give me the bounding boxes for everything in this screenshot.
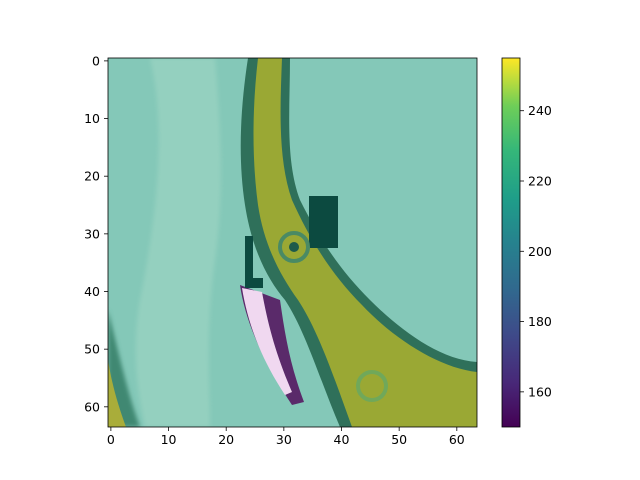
colorbar-tick-label: 180	[528, 314, 552, 329]
y-tick-label: 40	[84, 284, 100, 299]
x-tick-label: 20	[218, 432, 234, 447]
heatmap-image	[108, 58, 477, 427]
y-tick-label: 20	[84, 169, 100, 184]
colorbar-tick-label: 160	[528, 384, 552, 399]
colorbar-gradient	[502, 58, 520, 427]
plot-frame	[107, 57, 478, 428]
x-tick-label: 40	[334, 432, 350, 447]
colorbar-ticks: 160 180 200 220 240	[520, 103, 552, 399]
y-axis: 0 10 20 30 40 50 60	[84, 53, 108, 414]
x-tick-label: 30	[276, 432, 292, 447]
y-tick-label: 0	[92, 53, 100, 68]
colorbar-tick-label: 220	[528, 174, 552, 189]
colorbar-frame	[501, 57, 521, 428]
y-tick-label: 50	[84, 342, 100, 357]
y-tick-label: 10	[84, 111, 100, 126]
colorbar-tick-label: 200	[528, 244, 552, 259]
y-tick-label: 60	[84, 399, 100, 414]
colorbar: 160 180 200 220 240	[501, 57, 552, 428]
x-tick-label: 60	[449, 432, 465, 447]
colorbar-tick-label: 240	[528, 103, 552, 118]
y-tick-label: 30	[84, 226, 100, 241]
x-axis: 0 10 20 30 40 50 60	[107, 427, 465, 447]
x-tick-label: 10	[161, 432, 177, 447]
x-tick-label: 0	[107, 432, 115, 447]
x-tick-label: 50	[391, 432, 407, 447]
